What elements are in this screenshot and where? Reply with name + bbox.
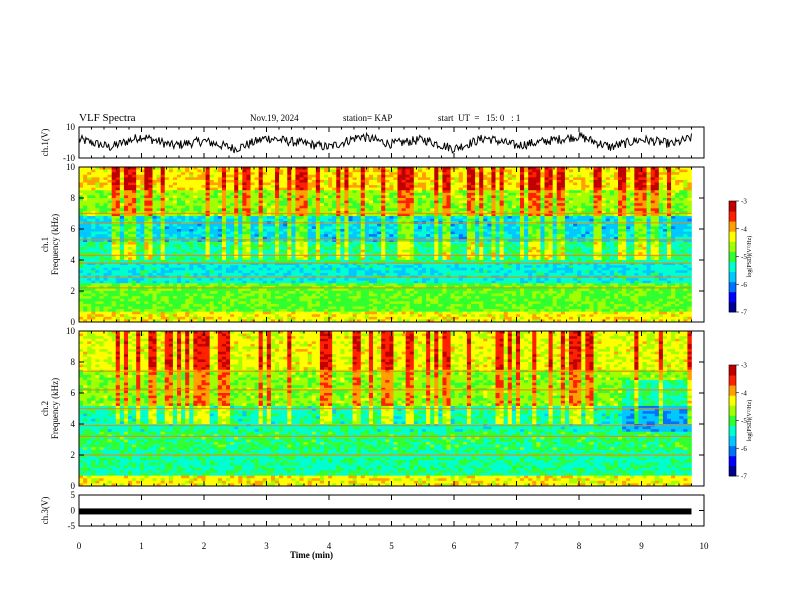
colorbar-tick-label: -4 [741, 225, 747, 233]
colorbar-segment [729, 445, 736, 457]
x-tick-label: 5 [389, 541, 394, 551]
y-axis-label: ch.3(V) [40, 497, 50, 525]
ch3-signal-band [79, 508, 692, 515]
colorbar-tick-label: -6 [741, 281, 747, 289]
x-tick-label: 7 [514, 541, 519, 551]
y-axis-label: Frequency (kHz) [50, 378, 60, 439]
colorbar-segment [729, 231, 736, 242]
colorbar-tick-label: -4 [741, 389, 747, 397]
y-tick-label: 4 [71, 419, 76, 429]
colorbar-segment [729, 211, 736, 222]
y-axis-label: ch.1 [40, 237, 50, 252]
colorbar-tick-label: -6 [741, 445, 747, 453]
date-label: Nov.19, 2024 [250, 113, 299, 123]
y-tick-label: 8 [71, 357, 76, 367]
y-tick-label: 4 [71, 255, 76, 265]
y-tick-label: -5 [68, 521, 76, 531]
y-tick-label: 10 [66, 162, 76, 172]
y-tick-label: 6 [71, 224, 76, 234]
station-label: station= KAP [343, 113, 393, 123]
start-ut-label: start UT = 15: 0 : 1 [438, 113, 521, 123]
colorbar-segment [729, 465, 736, 477]
y-tick-label: 0 [71, 506, 76, 516]
colorbar-segment [729, 385, 736, 396]
colorbar-segment [729, 291, 736, 303]
colorbar-tick-label: -3 [741, 362, 747, 370]
x-tick-label: 0 [77, 541, 82, 551]
colorbar-segment [729, 301, 736, 313]
colorbar-segment [729, 221, 736, 232]
colorbar-segment [729, 375, 736, 386]
colorbar-segment [729, 425, 736, 437]
colorbar-segment [729, 405, 736, 416]
x-tick-label: 8 [577, 541, 582, 551]
colorbar-segment [729, 201, 736, 212]
colorbar-segment [729, 435, 736, 447]
y-axis-label: ch.1(V) [40, 129, 50, 157]
colorbar-segment [729, 251, 736, 262]
colorbar-tick-label: -7 [741, 309, 747, 317]
colorbar-tick-label: -3 [741, 198, 747, 206]
y-axis-label: Frequency (kHz) [50, 214, 60, 275]
colorbar-segment [729, 395, 736, 406]
y-tick-label: 2 [71, 286, 76, 296]
colorbar-tick-label: -5 [741, 417, 747, 425]
x-tick-label: 1 [139, 541, 144, 551]
y-tick-label: 8 [71, 193, 76, 203]
y-tick-label: 10 [66, 122, 76, 132]
colorbar-segment [729, 365, 736, 376]
y-tick-label: 5 [71, 490, 76, 500]
y-tick-label: -10 [63, 153, 75, 163]
x-tick-label: 4 [327, 541, 332, 551]
colorbar-segment [729, 241, 736, 252]
colorbar-segment [729, 271, 736, 283]
ch2-spectrogram [79, 331, 692, 487]
y-tick-label: 0 [71, 317, 76, 327]
x-tick-label: 6 [452, 541, 457, 551]
ch1-waveform-line [78, 131, 692, 154]
y-axis-label: ch.2 [40, 401, 50, 416]
colorbar-label: log(PSD)(V²/Hz) [746, 400, 753, 441]
x-tick-label: 2 [202, 541, 207, 551]
y-tick-label: 10 [66, 326, 76, 336]
colorbar-segment [729, 281, 736, 293]
chart-title: VLF Spectra [79, 112, 136, 124]
colorbar-label: log(PSD)(V²/Hz) [746, 236, 753, 277]
colorbar-segment [729, 455, 736, 467]
x-tick-label: 10 [700, 541, 710, 551]
colorbar-tick-label: -5 [741, 253, 747, 261]
x-tick-label: 3 [264, 541, 269, 551]
ch1-spectrogram [79, 167, 692, 323]
y-tick-label: 2 [71, 450, 76, 460]
y-tick-label: 0 [71, 481, 76, 491]
colorbar-segment [729, 261, 736, 273]
x-axis-label: Time (min) [290, 550, 333, 560]
y-tick-label: 6 [71, 388, 76, 398]
colorbar-segment [729, 415, 736, 426]
x-tick-label: 9 [639, 541, 644, 551]
colorbar-tick-label: -7 [741, 473, 747, 481]
